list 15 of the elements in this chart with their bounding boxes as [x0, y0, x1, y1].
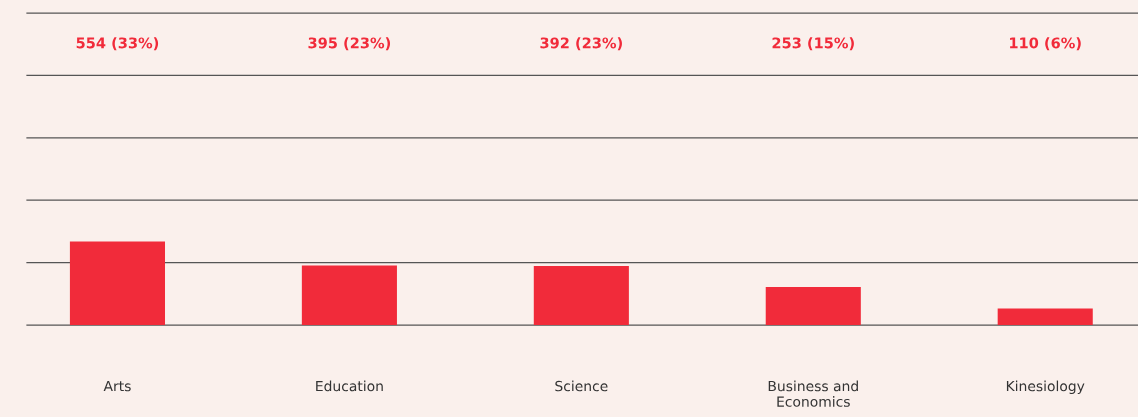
text: 253 (15%) — [772, 37, 854, 51]
x-tick-label: Business and Economics — [768, 380, 858, 407]
bar — [765, 286, 861, 325]
x-tick-label: Arts — [103, 380, 131, 392]
x-tick-label: Kinesiology — [1006, 380, 1085, 394]
text: 395 (23%) — [308, 37, 391, 51]
text: 110 (6%) — [1010, 37, 1081, 51]
x-tick-label: Science — [555, 380, 608, 392]
bar — [301, 265, 397, 325]
bar — [997, 308, 1093, 325]
bar — [69, 241, 166, 325]
text: 554 (33%) — [76, 37, 159, 51]
x-tick-label: Education — [316, 380, 383, 392]
text: 392 (23%) — [540, 37, 622, 51]
bar — [533, 265, 629, 325]
